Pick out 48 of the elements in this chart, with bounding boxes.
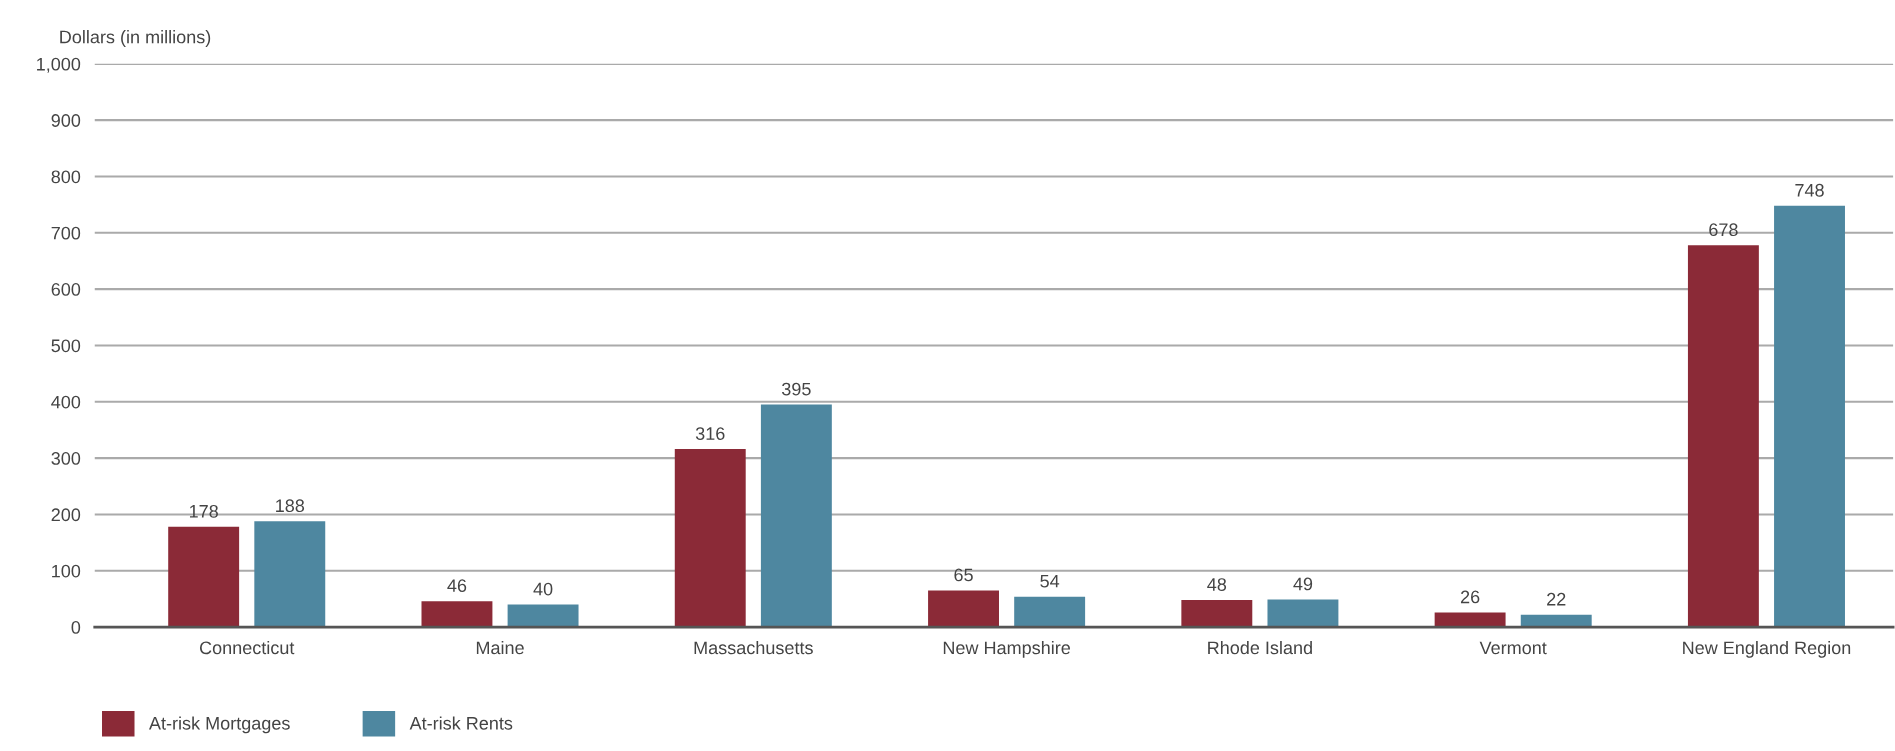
bar bbox=[760, 404, 832, 628]
x-tick-label: Rhode Island bbox=[1208, 640, 1312, 655]
data-label: 54 bbox=[1040, 574, 1060, 588]
x-tick-label: Maine bbox=[476, 640, 524, 655]
data-label: 49 bbox=[1293, 577, 1313, 591]
bar bbox=[168, 526, 240, 628]
y-tick-label: 600 bbox=[51, 283, 81, 296]
y-axis-title: Dollars (in millions) bbox=[60, 30, 211, 47]
y-tick-label: 300 bbox=[51, 452, 81, 465]
bar bbox=[674, 449, 746, 628]
bar bbox=[1181, 600, 1253, 628]
bar bbox=[421, 601, 493, 628]
y-tick-label: 800 bbox=[51, 170, 81, 184]
bar bbox=[928, 590, 999, 628]
legend-label: At-risk Mortgages bbox=[148, 716, 290, 734]
data-label: 26 bbox=[1460, 590, 1480, 604]
bar bbox=[254, 521, 326, 628]
data-label: 748 bbox=[1795, 183, 1824, 197]
data-label: 178 bbox=[189, 504, 218, 518]
x-tick-label: Connecticut bbox=[199, 640, 295, 655]
bar bbox=[1774, 205, 1845, 628]
data-label: 22 bbox=[1547, 592, 1566, 606]
data-label: 188 bbox=[276, 499, 305, 513]
y-tick-label: 0 bbox=[71, 621, 81, 634]
y-tick-label: 900 bbox=[51, 114, 81, 127]
data-label: 40 bbox=[533, 582, 553, 596]
data-label: 316 bbox=[695, 427, 725, 440]
x-tick-label: New England Region bbox=[1683, 640, 1851, 658]
bar bbox=[1434, 612, 1506, 628]
bar bbox=[1014, 596, 1086, 628]
bar bbox=[1267, 599, 1339, 628]
y-tick-label: 1,000 bbox=[37, 57, 81, 73]
data-label: 48 bbox=[1207, 578, 1227, 591]
y-tick-label: 500 bbox=[51, 339, 81, 353]
x-tick-label: Massachusetts bbox=[694, 640, 813, 655]
legend-label: At-risk Rents bbox=[409, 716, 513, 730]
x-tick-label: Vermont bbox=[1479, 641, 1547, 655]
y-tick-label: 200 bbox=[51, 508, 81, 522]
bar bbox=[1687, 245, 1759, 628]
data-label: 46 bbox=[447, 579, 467, 593]
x-tick-label: New Hampshire bbox=[943, 640, 1071, 658]
y-tick-label: 400 bbox=[51, 395, 81, 409]
data-label: 395 bbox=[781, 382, 811, 396]
bar bbox=[507, 604, 579, 628]
y-tick-label: 700 bbox=[51, 226, 81, 240]
y-tick-label: 100 bbox=[52, 564, 81, 578]
data-label: 65 bbox=[954, 568, 973, 582]
data-label: 678 bbox=[1709, 223, 1738, 237]
